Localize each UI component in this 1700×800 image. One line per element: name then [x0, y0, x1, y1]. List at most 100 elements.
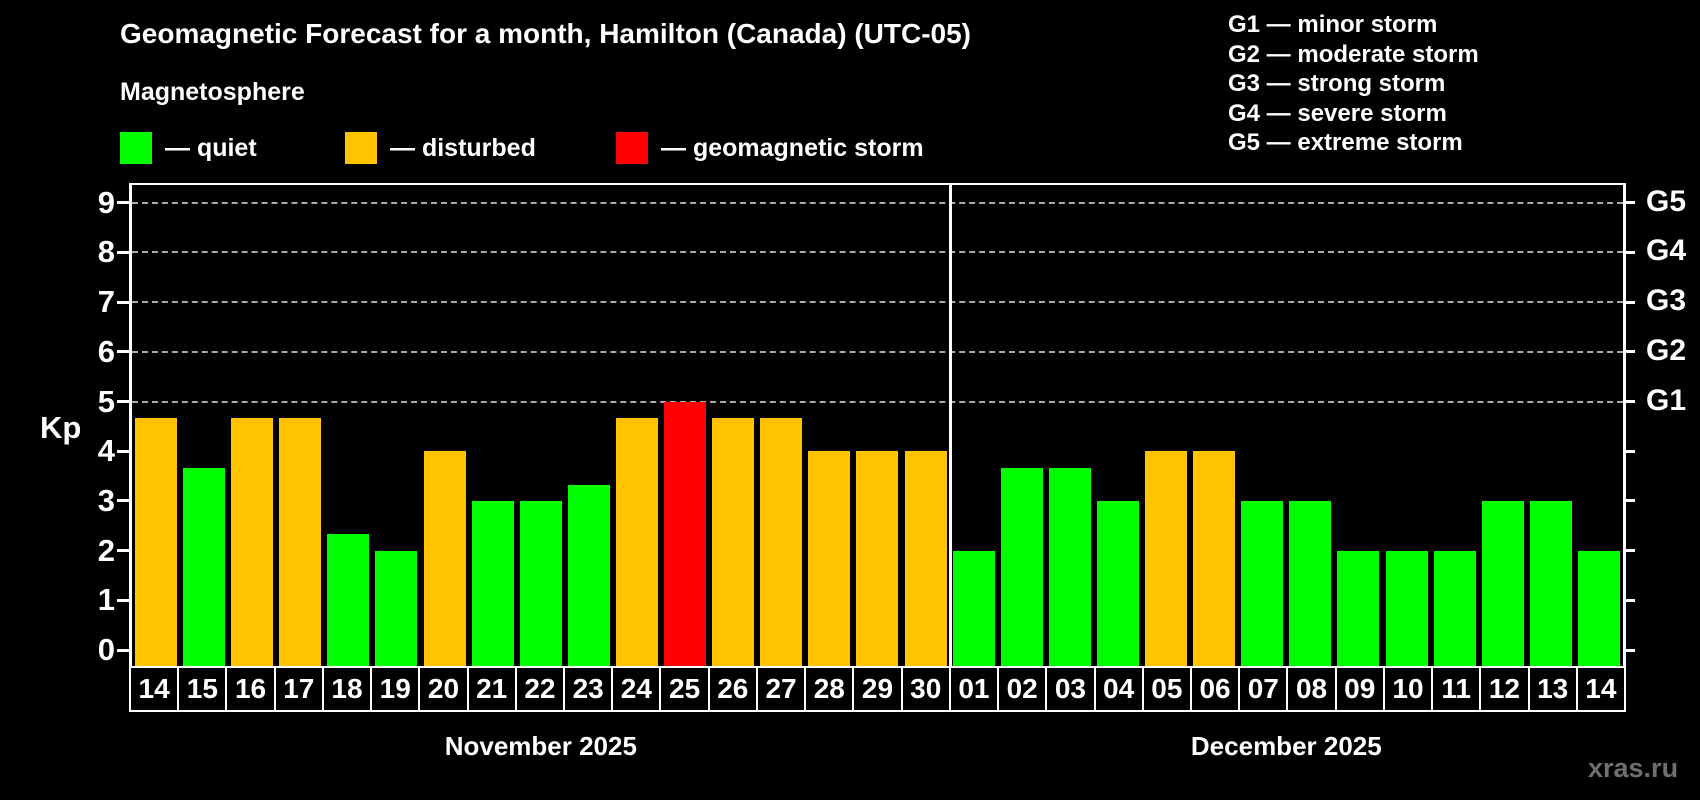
day-label: 11: [1433, 668, 1480, 710]
bar-day-17: [279, 417, 322, 667]
y-tick-left: [117, 400, 129, 403]
g-scale-item: G2 — moderate storm: [1228, 40, 1479, 68]
day-label: 07: [1240, 668, 1287, 710]
y-tick-right: [1623, 499, 1635, 503]
bar-day-06: [1193, 451, 1236, 667]
g-scale-legend: G1 — minor storm G2 — moderate storm G3 — …: [1228, 10, 1479, 158]
y-tick-left: [117, 300, 129, 304]
y-tick-right: [1623, 549, 1635, 553]
day-label: 24: [613, 668, 660, 710]
day-label: 23: [565, 668, 612, 710]
bar-day-11: [1433, 550, 1476, 667]
legend-label-quiet: — quiet: [165, 133, 257, 162]
y-tick-left: [117, 250, 129, 254]
day-label: 27: [757, 668, 805, 710]
y-tick-right: [1623, 250, 1635, 254]
day-label: 04: [1095, 668, 1142, 710]
plot-area: [129, 183, 1626, 667]
y-tick-right: [1623, 350, 1635, 354]
legend-label-storm: — geomagnetic storm: [661, 133, 924, 162]
bar-day-15: [183, 467, 226, 667]
day-label: 16: [227, 668, 274, 710]
quiet-swatch-icon: [120, 132, 152, 164]
y-tick-left: [117, 598, 129, 602]
g-scale-item: G4 — severe storm: [1228, 99, 1447, 127]
bar-day-24: [615, 417, 658, 667]
day-label: 17: [275, 668, 322, 710]
bar-day-25: [664, 401, 707, 667]
day-label: 06: [1191, 668, 1239, 710]
g-scale-item: G3 — strong storm: [1228, 70, 1446, 97]
day-axis: 14 15 16 17 18 19 20 21 22 23 24 25 26 27 28 29 30 01 02 03…: [129, 666, 1626, 712]
gridline-kp8: [132, 251, 1623, 254]
bar-day-13: [1529, 500, 1572, 667]
bar-day-01: [952, 550, 995, 667]
gridline-kp7: [132, 301, 1623, 304]
g-level-label-g4: G4: [1646, 234, 1687, 268]
bar-day-22: [519, 500, 562, 667]
bar-day-16: [231, 417, 274, 667]
y-tick-right: [1623, 449, 1635, 453]
gridline-kp6: [132, 350, 1623, 353]
y-tick-left: [117, 499, 129, 503]
g-level-label-g1: G1: [1646, 383, 1687, 417]
month-label: November 2025: [444, 731, 637, 761]
bar-day-28: [808, 451, 851, 667]
bar-day-09: [1337, 550, 1380, 667]
bar-day-27: [760, 417, 803, 667]
y-tick-label-1: 1: [97, 582, 115, 618]
chart-subtitle: Magnetosphere: [120, 78, 305, 106]
day-label: 28: [806, 668, 853, 710]
day-label: 12: [1481, 668, 1528, 710]
legend-item-quiet: — quiet: [120, 131, 257, 165]
y-tick-left: [117, 449, 129, 453]
y-tick-label-2: 2: [97, 532, 115, 568]
y-tick-label-7: 7: [97, 284, 115, 320]
y-tick-label-4: 4: [97, 433, 115, 469]
g-scale-item: G5 — extreme storm: [1228, 129, 1463, 156]
day-label: 14: [1577, 668, 1624, 710]
y-tick-label-5: 5: [97, 383, 115, 419]
watermark: xras.ru: [1588, 753, 1679, 783]
legend-item-storm: — geomagnetic storm: [616, 131, 924, 165]
day-label: 05: [1143, 668, 1190, 710]
y-tick-left: [117, 648, 129, 652]
y-axis-title: Kp: [40, 410, 82, 445]
y-tick-label-0: 0: [97, 632, 115, 667]
bar-day-23: [567, 484, 610, 667]
chart-title: Geomagnetic Forecast for a month, Hamilt…: [120, 18, 971, 49]
bar-day-14: [135, 417, 177, 667]
day-label: 19: [372, 668, 419, 710]
g-scale-item: G1 — minor storm: [1228, 11, 1438, 38]
gridline-kp5: [132, 400, 1623, 403]
y-tick-right: [1623, 598, 1635, 602]
y-tick-label-6: 6: [97, 333, 115, 369]
day-label: 09: [1336, 668, 1383, 710]
day-label: 21: [468, 668, 515, 710]
bar-day-30: [904, 451, 947, 667]
bar-day-08: [1289, 500, 1332, 667]
bar-day-29: [856, 451, 899, 667]
day-label: 10: [1384, 668, 1432, 710]
day-label: 15: [179, 668, 226, 710]
bar-day-10: [1385, 550, 1428, 667]
bar-day-12: [1481, 500, 1524, 667]
day-label: 18: [323, 668, 371, 710]
day-label: 02: [999, 668, 1046, 710]
day-label: 13: [1529, 668, 1576, 710]
y-tick-left: [117, 201, 129, 205]
month-separator: [948, 185, 952, 667]
bar-day-21: [471, 500, 514, 667]
day-label: 20: [420, 668, 467, 710]
day-label: 14: [131, 668, 178, 710]
day-label: 22: [516, 668, 564, 710]
y-tick-label-8: 8: [97, 234, 115, 270]
y-tick-right: [1623, 201, 1635, 205]
bar-day-14: [1577, 550, 1620, 667]
day-label: 03: [1047, 668, 1094, 710]
month-label: December 2025: [1190, 731, 1382, 761]
day-label: 26: [709, 668, 756, 710]
y-tick-right: [1623, 648, 1635, 652]
day-label: 08: [1288, 668, 1335, 710]
